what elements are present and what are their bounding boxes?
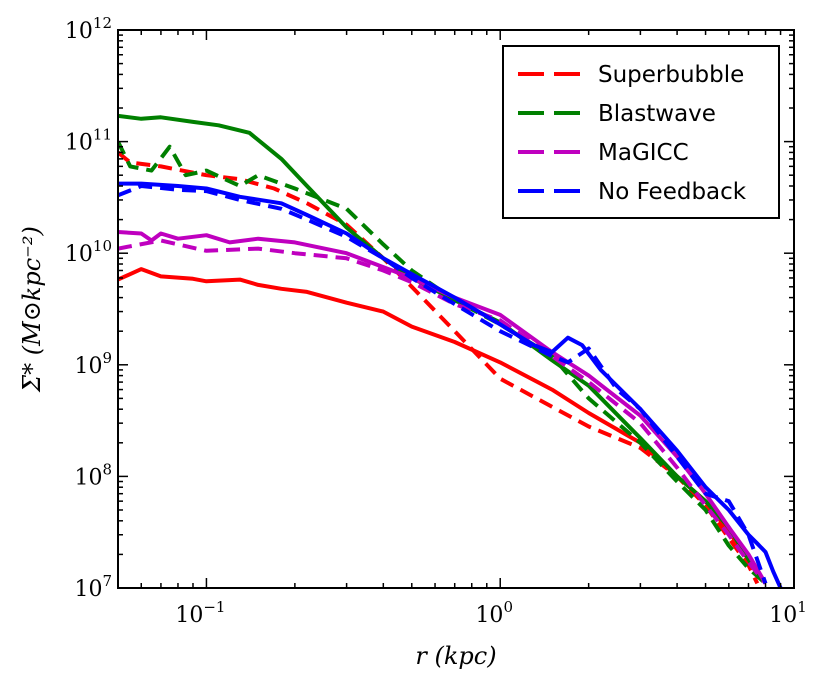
x-tick-label: 100 — [475, 598, 513, 628]
legend-label-magicc: MaGICC — [598, 140, 689, 166]
series-line-no-feedback-dashed — [118, 184, 768, 585]
y-tick-label: 108 — [74, 460, 112, 490]
series-layer — [118, 113, 783, 588]
ticks-layer — [117, 29, 795, 589]
plot-frame — [117, 29, 795, 589]
x-tick-label: 10−1 — [175, 598, 225, 628]
legend-label-blastwave: Blastwave — [598, 101, 716, 127]
y-axis-label: Σ* (M⊙kpc⁻²) — [18, 226, 46, 393]
legend-box — [502, 45, 780, 219]
series-line-magicc-dashed — [118, 238, 768, 585]
labels-layer: 10−1 100 101 107 108 109 1010 1011 1012 — [65, 14, 807, 628]
series-line-no-feedback-solid — [118, 181, 783, 588]
y-tick-label: 1010 — [65, 237, 112, 267]
series-line-superbubble-dashed — [118, 150, 760, 585]
y-tick-label: 1011 — [65, 126, 112, 156]
legend: Superbubble Blastwave MaGICC No Feedback — [502, 45, 780, 219]
y-tick-label: 107 — [74, 572, 112, 602]
x-axis-label: r (kpc) — [415, 642, 496, 670]
series-line-blastwave-dashed — [118, 140, 767, 585]
legend-label-no-feedback: No Feedback — [598, 179, 747, 205]
x-tick-label: 101 — [769, 598, 807, 628]
y-tick-label: 109 — [74, 349, 112, 379]
series-line-magicc-solid — [118, 230, 768, 585]
y-tick-label: 1012 — [65, 14, 112, 44]
legend-label-superbubble: Superbubble — [598, 62, 744, 88]
